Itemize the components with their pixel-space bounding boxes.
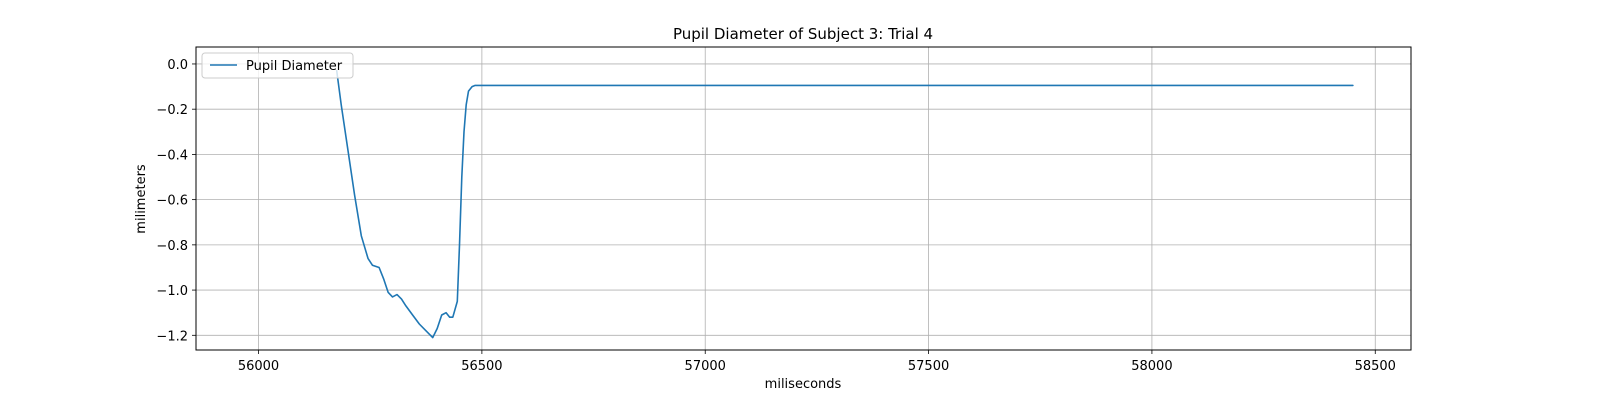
y-tick-label: 0.0 bbox=[167, 58, 188, 73]
series-layer bbox=[335, 69, 1354, 339]
series-line-pupil-diameter bbox=[335, 69, 1354, 339]
y-axis-label: milimeters bbox=[134, 164, 149, 234]
grid bbox=[196, 47, 1411, 350]
x-axis: 56000 56500 57000 57500 58000 58500 bbox=[238, 350, 1396, 374]
x-tick-label: 57500 bbox=[908, 359, 949, 374]
y-tick-label: −0.6 bbox=[156, 194, 188, 209]
y-tick-label: −1.0 bbox=[156, 284, 188, 299]
plot-frame bbox=[195, 46, 1412, 351]
y-tick-label: −1.2 bbox=[156, 329, 188, 344]
x-tick-label: 56500 bbox=[461, 359, 502, 374]
y-tick-label: −0.2 bbox=[156, 103, 188, 118]
x-tick-label: 58000 bbox=[1131, 359, 1172, 374]
y-axis: 0.0 −0.2 −0.4 −0.6 −0.8 −1.0 −1.2 bbox=[156, 58, 196, 344]
chart-title: Pupil Diameter of Subject 3: Trial 4 bbox=[673, 25, 933, 43]
x-axis-label: miliseconds bbox=[765, 377, 842, 392]
legend-box bbox=[201, 52, 354, 79]
x-tick-label: 57000 bbox=[685, 359, 726, 374]
y-tick-label: −0.4 bbox=[156, 148, 188, 163]
legend: Pupil Diameter bbox=[201, 52, 354, 79]
y-tick-label: −0.8 bbox=[156, 239, 188, 254]
x-tick-label: 56000 bbox=[238, 359, 279, 374]
x-tick-label: 58500 bbox=[1355, 359, 1396, 374]
legend-label: Pupil Diameter bbox=[246, 59, 343, 74]
